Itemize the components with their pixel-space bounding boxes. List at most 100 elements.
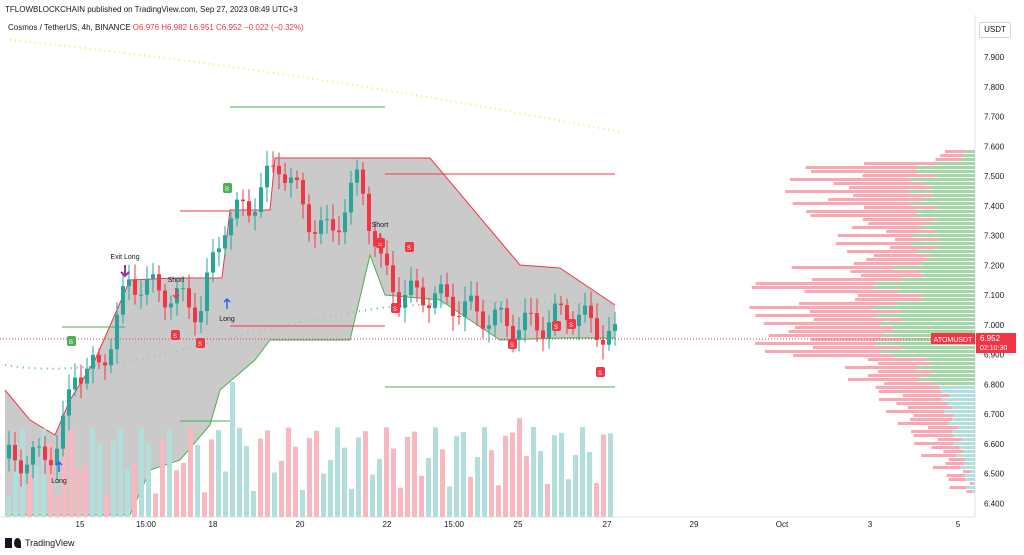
candle-body (31, 447, 35, 465)
candle-body (595, 318, 599, 340)
volume-bar (83, 464, 88, 517)
candle-body (277, 165, 281, 175)
candle-body (55, 448, 59, 466)
volume-bar (153, 493, 158, 517)
candle-body (439, 284, 443, 294)
volume-bar (160, 440, 165, 517)
candle-body (211, 252, 215, 273)
volume-bar (559, 432, 564, 517)
volume-bar (405, 436, 410, 517)
volume-bar (90, 428, 95, 517)
candle-body (325, 219, 329, 221)
volume-bar (230, 381, 235, 517)
volume-bar (237, 427, 242, 517)
volume-bar (258, 438, 263, 517)
candle-body (127, 279, 131, 287)
svg-text:S: S (510, 343, 514, 349)
candle-body (235, 199, 239, 219)
volume-profile (749, 150, 975, 493)
cloud-upper-edge (4, 157, 616, 436)
candle-body (259, 187, 263, 212)
volume-bars (6, 381, 613, 517)
short-arrow-icon (376, 233, 384, 245)
candle-body (409, 280, 413, 295)
symbol-tag (931, 333, 975, 345)
volume-bar (594, 482, 599, 517)
svg-text:S: S (407, 246, 411, 252)
candle-body (67, 389, 71, 416)
short-arrow-icon (172, 288, 180, 300)
volume-bar (370, 474, 375, 517)
candle-body (373, 231, 377, 247)
candle-body (61, 415, 65, 449)
volume-bar (496, 485, 501, 517)
volume-bar (433, 427, 438, 517)
volume-bar (314, 430, 319, 517)
volume-bar (188, 427, 193, 517)
x-tick-label: 15:00 (444, 520, 465, 529)
candle-body (319, 220, 323, 234)
candle-body (289, 177, 293, 183)
volume-bar (517, 418, 522, 517)
y-tick-label: 7.900 (984, 53, 1005, 62)
candle-body (49, 459, 53, 466)
volume-bar (363, 431, 368, 517)
candle-body (415, 280, 419, 288)
candle-body (457, 316, 461, 318)
candle-body (493, 309, 497, 326)
candle-body (613, 324, 617, 331)
candle-body (217, 248, 221, 253)
svg-text:S: S (378, 242, 382, 248)
brand-label: TradingView (25, 538, 75, 548)
x-tick-label: 15:00 (136, 520, 157, 529)
candle-body (529, 312, 533, 314)
y-tick-label: 7.200 (984, 261, 1005, 270)
candle-body (157, 274, 161, 291)
x-tick-label: 22 (383, 520, 392, 529)
volume-bar (419, 475, 424, 517)
candle-body (73, 377, 77, 390)
symbol-tag-label: ATOMUSDT (934, 337, 973, 344)
volume-bar (125, 469, 130, 517)
candle-body (241, 199, 245, 202)
y-tick-label: 7.800 (984, 83, 1005, 92)
candle-body (421, 287, 425, 306)
volume-bar (216, 430, 221, 517)
ohlc-open: O6.976 (132, 23, 160, 32)
candle-body (343, 212, 347, 233)
volume-bar (468, 476, 473, 517)
candle-body (451, 296, 455, 317)
candle-body (607, 330, 611, 345)
volume-bar (482, 427, 487, 517)
volume-bar (349, 488, 354, 517)
candle-body (589, 305, 593, 319)
volume-bar (440, 449, 445, 517)
volume-bar (13, 442, 18, 517)
signal-marker: S (508, 339, 517, 349)
candle-body (79, 377, 83, 384)
x-tick-label: 15 (76, 520, 85, 529)
volume-bar (76, 468, 81, 517)
candle-body (37, 446, 41, 448)
candle-body (85, 368, 89, 384)
volume-bar (447, 486, 452, 517)
svg-text:S: S (393, 307, 397, 313)
volume-bar (398, 487, 403, 517)
candle-body (523, 312, 527, 331)
svg-text:B: B (69, 340, 73, 346)
candle-body (253, 211, 257, 216)
volume-bar (244, 446, 249, 517)
y-tick-label: 6.500 (984, 470, 1005, 479)
currency-selector[interactable]: USDT (979, 22, 1011, 38)
volume-bar (580, 427, 585, 517)
volume-bar (552, 435, 557, 517)
symbol-name: Cosmos / TetherUS, 4h, BINANCE (8, 23, 131, 32)
volume-bar (132, 463, 137, 517)
candle-body (481, 311, 485, 329)
candle-body (13, 444, 17, 461)
volume-bar (174, 470, 179, 517)
long-arrow-icon (223, 297, 231, 309)
volume-bar (118, 429, 123, 517)
x-tick-label: Oct (776, 520, 789, 529)
